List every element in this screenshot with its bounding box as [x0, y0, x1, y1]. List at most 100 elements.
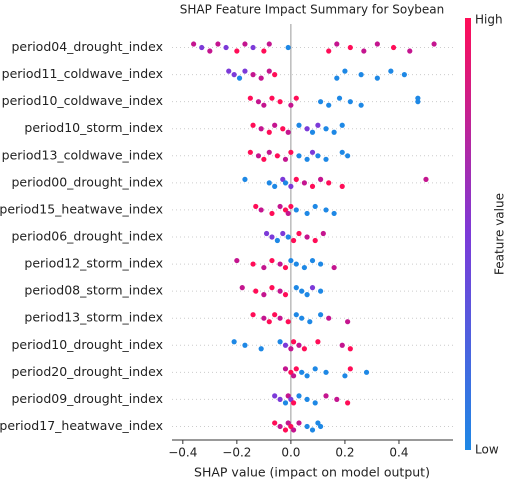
dot	[258, 126, 264, 132]
dot	[296, 122, 302, 128]
y-tick-label: period00_drought_index	[11, 174, 163, 189]
dot	[342, 373, 348, 379]
dot	[326, 102, 332, 108]
y-tick-label: period10_drought_index	[11, 337, 163, 352]
dot	[296, 153, 302, 159]
dot	[269, 95, 275, 101]
dot	[323, 207, 329, 213]
dot	[290, 373, 297, 379]
dot	[345, 319, 351, 325]
dot	[415, 99, 421, 105]
dot	[261, 264, 267, 271]
dot	[334, 41, 340, 47]
dot	[363, 369, 370, 375]
dot	[304, 156, 310, 162]
chart-title: SHAP Feature Impact Summary for Soybean	[180, 3, 445, 17]
dot	[374, 75, 380, 81]
y-tick-label: period06_drought_index	[11, 229, 163, 244]
dot	[290, 237, 297, 244]
dot	[288, 369, 294, 375]
dot	[301, 346, 307, 352]
dot	[342, 68, 348, 74]
dot	[258, 75, 264, 81]
dot	[255, 153, 262, 159]
dot	[301, 264, 307, 271]
dot	[299, 369, 305, 375]
dot	[304, 234, 310, 240]
dot	[199, 44, 205, 51]
dot	[290, 400, 297, 406]
dot	[263, 230, 270, 237]
dot	[277, 423, 283, 430]
dot	[282, 366, 289, 372]
dot	[323, 369, 329, 375]
dot	[288, 149, 294, 155]
dot	[331, 210, 337, 217]
dot	[296, 230, 302, 237]
dot	[293, 207, 299, 213]
dot	[282, 207, 289, 213]
x-tick-label: 0.2	[335, 446, 354, 460]
dot	[261, 292, 267, 298]
dot	[301, 180, 307, 186]
dot	[347, 366, 353, 372]
dot	[282, 400, 289, 406]
colorbar-label: Feature value	[493, 193, 507, 275]
dot	[309, 129, 316, 135]
dot	[307, 319, 313, 325]
y-tick-label: period10_coldwave_index	[2, 93, 163, 108]
dot	[266, 180, 272, 186]
dot	[277, 99, 283, 105]
dot	[285, 319, 291, 325]
dot	[318, 312, 324, 318]
dot	[315, 339, 321, 345]
dot	[293, 312, 299, 318]
dot	[299, 315, 305, 321]
dot	[388, 68, 394, 74]
dot	[282, 292, 289, 298]
y-tick-label: period08_storm_index	[24, 283, 163, 298]
dot	[339, 183, 345, 189]
dot	[272, 122, 278, 128]
dot	[282, 427, 289, 433]
dot	[315, 122, 321, 128]
dot	[334, 396, 340, 402]
dot	[258, 207, 264, 213]
dot	[266, 149, 272, 155]
dot	[234, 257, 240, 264]
y-tick-label: period13_coldwave_index	[2, 147, 163, 162]
x-axis-label: SHAP value (impact on model output)	[194, 465, 430, 480]
dot	[347, 346, 353, 352]
dot	[293, 176, 299, 182]
dot	[339, 149, 345, 155]
dot	[318, 423, 324, 430]
dot	[336, 95, 343, 101]
dot	[261, 156, 267, 162]
dot	[326, 48, 332, 54]
dot	[234, 48, 240, 54]
dot	[345, 400, 351, 406]
dot	[293, 95, 299, 101]
dot	[226, 68, 232, 74]
dot	[253, 288, 259, 294]
dot	[296, 342, 302, 348]
dot	[266, 319, 272, 325]
dot	[304, 126, 310, 132]
dot	[277, 339, 283, 345]
dot	[285, 420, 291, 426]
dot	[315, 420, 321, 426]
x-tick-label: 0.0	[281, 446, 300, 460]
dot	[242, 41, 248, 47]
dot	[250, 261, 256, 267]
dot	[304, 210, 310, 217]
x-tick-label: −0.4	[168, 446, 197, 460]
dot	[288, 203, 294, 210]
dot	[272, 183, 278, 189]
dot	[345, 153, 351, 159]
dot	[247, 95, 253, 101]
dot	[239, 285, 245, 291]
dot	[347, 99, 353, 105]
dot	[358, 102, 364, 108]
dot	[339, 122, 345, 128]
dot	[242, 176, 248, 182]
